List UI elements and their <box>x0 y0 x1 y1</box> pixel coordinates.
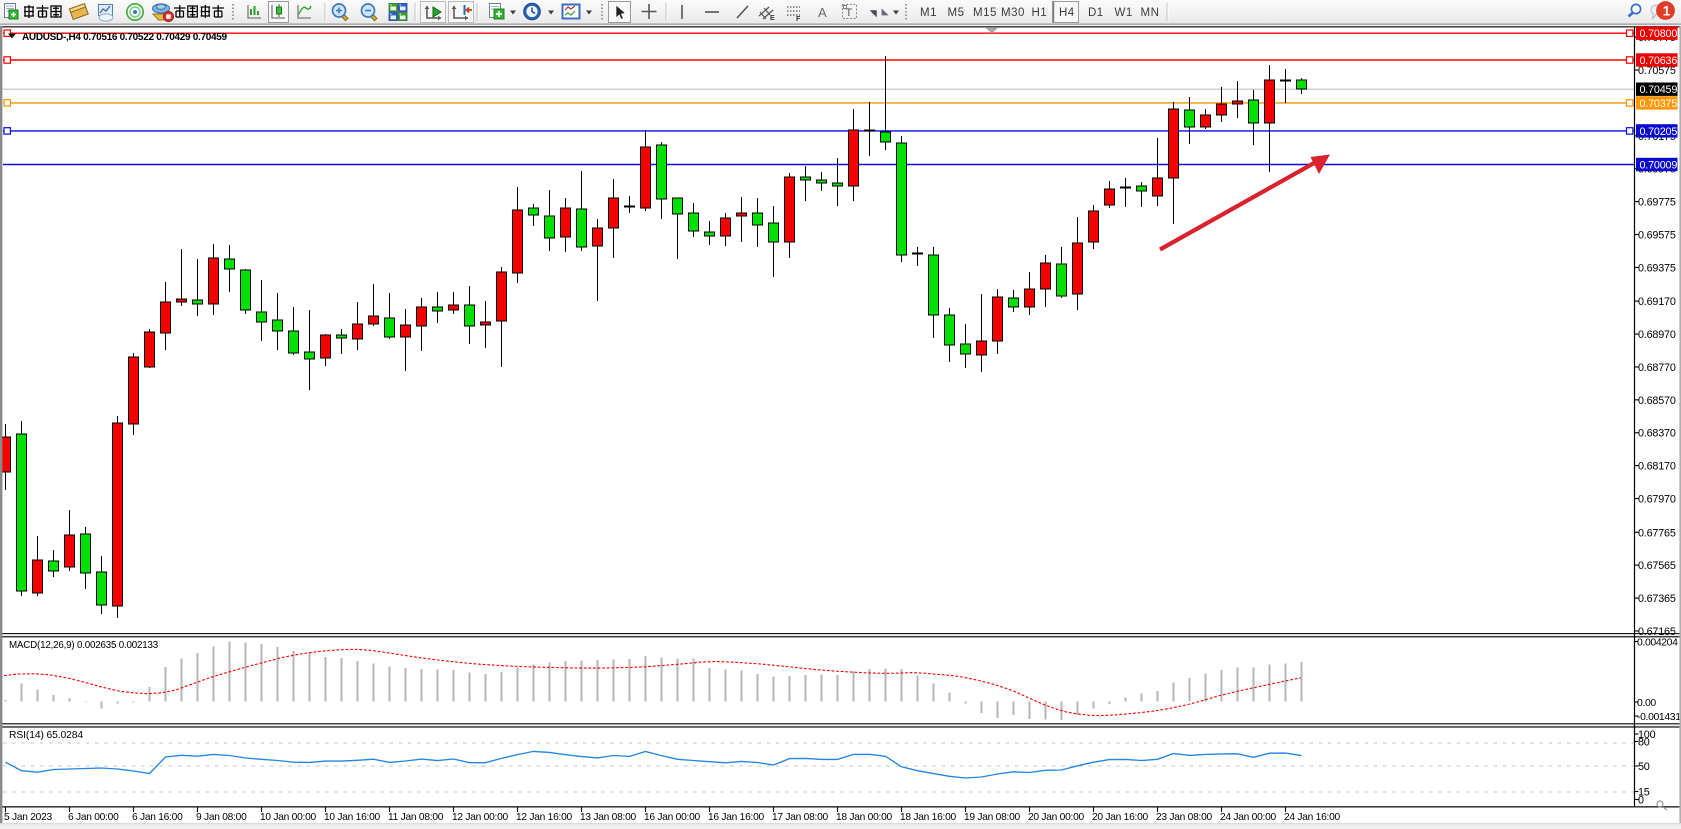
svg-text:0.68770: 0.68770 <box>1638 362 1676 374</box>
svg-text:T: T <box>846 7 853 19</box>
svg-text:15: 15 <box>1638 787 1650 799</box>
svg-text:18 Jan 16:00: 18 Jan 16:00 <box>900 812 956 823</box>
svg-text:-0.001431: -0.001431 <box>1637 712 1681 723</box>
svg-text:11 Jan 08:00: 11 Jan 08:00 <box>388 812 444 823</box>
svg-text:0.70205: 0.70205 <box>1640 126 1678 138</box>
svg-text:0.69375: 0.69375 <box>1638 262 1676 274</box>
svg-text:0.68570: 0.68570 <box>1638 395 1676 407</box>
svg-text:MACD(12,26,9) 0.002635 0.00213: MACD(12,26,9) 0.002635 0.002133 <box>9 640 159 651</box>
svg-text:80: 80 <box>1638 737 1650 749</box>
svg-text:H4: H4 <box>1059 7 1075 19</box>
svg-text:20 Jan 00:00: 20 Jan 00:00 <box>1028 812 1084 823</box>
svg-text:M1: M1 <box>920 7 937 19</box>
svg-text:0.67970: 0.67970 <box>1638 494 1676 506</box>
svg-text:MN: MN <box>1141 7 1160 19</box>
svg-text:6 Jan 16:00: 6 Jan 16:00 <box>132 812 183 823</box>
svg-text:D1: D1 <box>1088 7 1104 19</box>
svg-text:0.00: 0.00 <box>1637 698 1656 709</box>
svg-text:19 Jan 08:00: 19 Jan 08:00 <box>964 812 1020 823</box>
svg-text:17 Jan 08:00: 17 Jan 08:00 <box>772 812 828 823</box>
svg-text:16 Jan 00:00: 16 Jan 00:00 <box>644 812 700 823</box>
svg-text:12 Jan 16:00: 12 Jan 16:00 <box>516 812 572 823</box>
svg-text:16 Jan 16:00: 16 Jan 16:00 <box>708 812 764 823</box>
svg-text:E: E <box>770 15 775 22</box>
svg-text:23 Jan 08:00: 23 Jan 08:00 <box>1156 812 1212 823</box>
svg-text:0.70800: 0.70800 <box>1640 28 1678 40</box>
svg-text:0.70636: 0.70636 <box>1640 55 1678 67</box>
svg-text:12 Jan 00:00: 12 Jan 00:00 <box>452 812 508 823</box>
svg-text:10 Jan 00:00: 10 Jan 00:00 <box>260 812 316 823</box>
svg-text:18 Jan 00:00: 18 Jan 00:00 <box>836 812 892 823</box>
svg-text:20 Jan 16:00: 20 Jan 16:00 <box>1092 812 1148 823</box>
svg-text:24 Jan 16:00: 24 Jan 16:00 <box>1284 812 1340 823</box>
svg-text:AUDUSD-,H4 0.70516 0.70522 0.: AUDUSD-,H4 0.70516 0.70522 0.70429 0.704… <box>22 32 228 43</box>
svg-text:0.67165: 0.67165 <box>1638 626 1676 638</box>
svg-text:0.004204: 0.004204 <box>1637 638 1678 649</box>
svg-text:24 Jan 00:00: 24 Jan 00:00 <box>1220 812 1276 823</box>
svg-text:9 Jan 08:00: 9 Jan 08:00 <box>196 812 247 823</box>
svg-text:1: 1 <box>1663 3 1671 18</box>
svg-text:6 Jan 00:00: 6 Jan 00:00 <box>68 812 119 823</box>
svg-text:0.70375: 0.70375 <box>1640 98 1678 110</box>
svg-text:0.67765: 0.67765 <box>1638 527 1676 539</box>
svg-text:0.68170: 0.68170 <box>1638 461 1676 473</box>
svg-text:0.69775: 0.69775 <box>1638 197 1676 209</box>
svg-text:RSI(14) 65.0284: RSI(14) 65.0284 <box>9 730 83 741</box>
svg-text:0.70459: 0.70459 <box>1640 84 1678 96</box>
svg-text:100: 100 <box>1638 729 1656 741</box>
svg-text:0.67365: 0.67365 <box>1638 593 1676 605</box>
svg-text:0.70009: 0.70009 <box>1640 160 1678 172</box>
svg-text:0: 0 <box>1638 795 1644 807</box>
svg-text:H1: H1 <box>1032 7 1048 19</box>
svg-text:0.67565: 0.67565 <box>1638 560 1676 572</box>
svg-text:50: 50 <box>1638 761 1650 773</box>
svg-text:M15: M15 <box>973 7 997 19</box>
svg-text:F: F <box>796 16 801 23</box>
svg-text:M5: M5 <box>948 7 965 19</box>
svg-text:0.68970: 0.68970 <box>1638 329 1676 341</box>
svg-text:0.69170: 0.69170 <box>1638 296 1676 308</box>
svg-text:13 Jan 08:00: 13 Jan 08:00 <box>580 812 636 823</box>
svg-text:M30: M30 <box>1001 7 1025 19</box>
svg-text:10 Jan 16:00: 10 Jan 16:00 <box>324 812 380 823</box>
svg-text:W1: W1 <box>1115 7 1133 19</box>
svg-text:A: A <box>818 5 827 20</box>
svg-text:5 Jan 2023: 5 Jan 2023 <box>4 812 52 823</box>
svg-text:0.70575: 0.70575 <box>1638 65 1676 77</box>
svg-text:0.68370: 0.68370 <box>1638 428 1676 440</box>
svg-text:0.69575: 0.69575 <box>1638 230 1676 242</box>
